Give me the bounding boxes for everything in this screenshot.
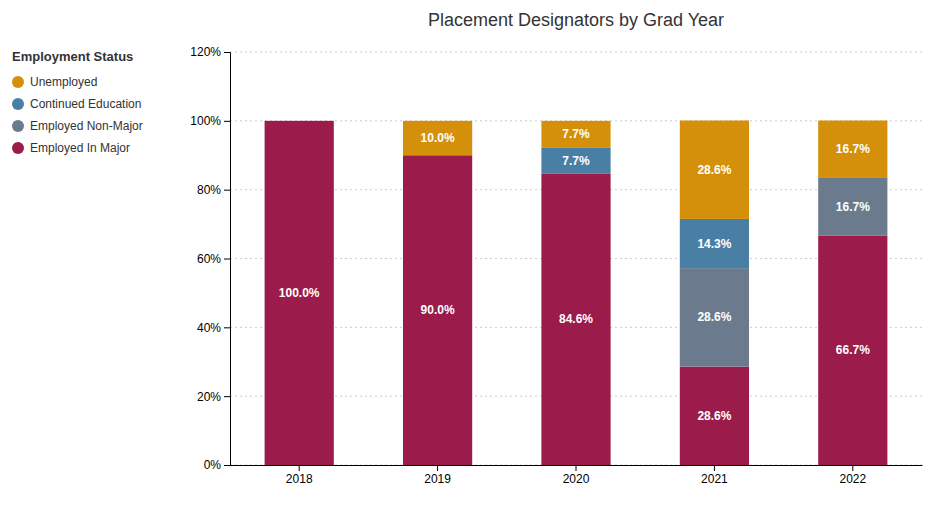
bar <box>680 268 749 366</box>
bar <box>541 147 610 174</box>
data-label: 66.7% <box>836 343 870 357</box>
bar <box>818 120 887 177</box>
bar <box>541 121 610 148</box>
bar <box>680 120 749 218</box>
bar <box>403 155 472 465</box>
x-tick: 2021 <box>701 465 728 486</box>
data-labels: 100.0% 90.0% 84.6% 28.6% 66.7% 28.6% 16.7% 7.7%… <box>279 127 870 423</box>
y-tick-mark <box>224 52 230 53</box>
legend-label: Unemployed <box>30 75 97 89</box>
bar <box>680 367 749 465</box>
grid <box>230 52 922 465</box>
legend-item: Employed In Major <box>12 141 130 155</box>
data-label: 100.0% <box>279 286 320 300</box>
x-tick: 2020 <box>563 465 590 486</box>
data-label: 7.7% <box>562 154 590 168</box>
bar <box>265 120 334 121</box>
chart: 100.0% 90.0% 84.6% 28.6% 66.7% 28.6% 16.7% 7.7%… <box>0 0 952 505</box>
data-label: 7.7% <box>562 127 590 141</box>
y-tick-mark <box>224 121 230 122</box>
x-tick-label: 2018 <box>286 472 313 486</box>
y-tick: 40% <box>197 321 230 335</box>
legend-marker <box>12 98 24 110</box>
y-tick-label: 60% <box>197 252 221 266</box>
series-bars <box>265 121 888 465</box>
legend-label: Employed In Major <box>30 141 130 155</box>
x-tick-mark <box>714 465 715 471</box>
legend-label: Employed Non-Major <box>30 119 143 133</box>
x-tick-label: 2019 <box>424 472 451 486</box>
x-tick-mark <box>437 465 438 471</box>
legend-item: Continued Education <box>12 97 141 111</box>
data-label: 84.6% <box>559 312 593 326</box>
bar <box>265 121 334 465</box>
series-bars <box>403 120 887 218</box>
bar <box>265 120 334 121</box>
x-tick-label: 2020 <box>563 472 590 486</box>
y-tick: 100% <box>190 114 230 128</box>
x-tick-label: 2022 <box>839 472 866 486</box>
data-label: 10.0% <box>421 131 455 145</box>
x-tick-mark <box>576 465 577 471</box>
y-tick-label: 40% <box>197 321 221 335</box>
x-tick: 2022 <box>839 465 866 486</box>
legend-title: Employment Status <box>12 49 133 64</box>
grid-line <box>230 52 922 53</box>
y-tick-label: 120% <box>190 45 221 59</box>
y-tick-mark <box>224 396 230 397</box>
legend-marker <box>12 120 24 132</box>
y-tick-mark <box>224 259 230 260</box>
y-tick: 120% <box>190 45 230 59</box>
bars <box>265 120 888 465</box>
data-label: 28.6% <box>697 163 731 177</box>
y-tick-mark <box>224 190 230 191</box>
bar <box>265 120 334 121</box>
data-label: 14.3% <box>697 237 731 251</box>
y-tick-mark <box>224 465 230 466</box>
y-tick-label: 100% <box>190 114 221 128</box>
x-axis: 2018 2019 2020 2021 2022 <box>231 465 923 486</box>
legend-item: Unemployed <box>12 75 97 89</box>
x-tick-mark <box>852 465 853 471</box>
legend-marker <box>12 142 24 154</box>
bar <box>818 178 887 235</box>
y-tick: 60% <box>197 252 230 266</box>
bar <box>541 174 610 465</box>
y-tick: 80% <box>197 183 230 197</box>
legend-marker <box>12 76 24 88</box>
data-label: 16.7% <box>836 200 870 214</box>
legend-item: Employed Non-Major <box>12 119 143 133</box>
y-axis-line <box>224 53 231 466</box>
y-axis: 0% 20% 40% 60% 80% 100% 120% <box>190 45 230 472</box>
bar <box>403 121 472 155</box>
data-label: 28.6% <box>697 409 731 423</box>
bar <box>818 235 887 465</box>
y-tick: 0% <box>204 458 230 472</box>
bar <box>680 219 749 268</box>
legend-label: Continued Education <box>30 97 141 111</box>
data-label: 90.0% <box>421 303 455 317</box>
y-tick-label: 80% <box>197 183 221 197</box>
title: Placement Designators by Grad Year <box>428 10 724 30</box>
y-tick-mark <box>224 327 230 328</box>
data-label: 28.6% <box>697 310 731 324</box>
x-tick: 2018 <box>286 465 313 486</box>
legend: Employment Status Unemployed Continued Edu… <box>12 49 143 156</box>
y-tick-label: 20% <box>197 390 221 404</box>
x-tick-mark <box>299 465 300 471</box>
x-tick: 2019 <box>424 465 451 486</box>
data-label: 16.7% <box>836 142 870 156</box>
y-tick-label: 0% <box>204 458 222 472</box>
y-tick: 20% <box>197 390 230 404</box>
x-tick-label: 2021 <box>701 472 728 486</box>
